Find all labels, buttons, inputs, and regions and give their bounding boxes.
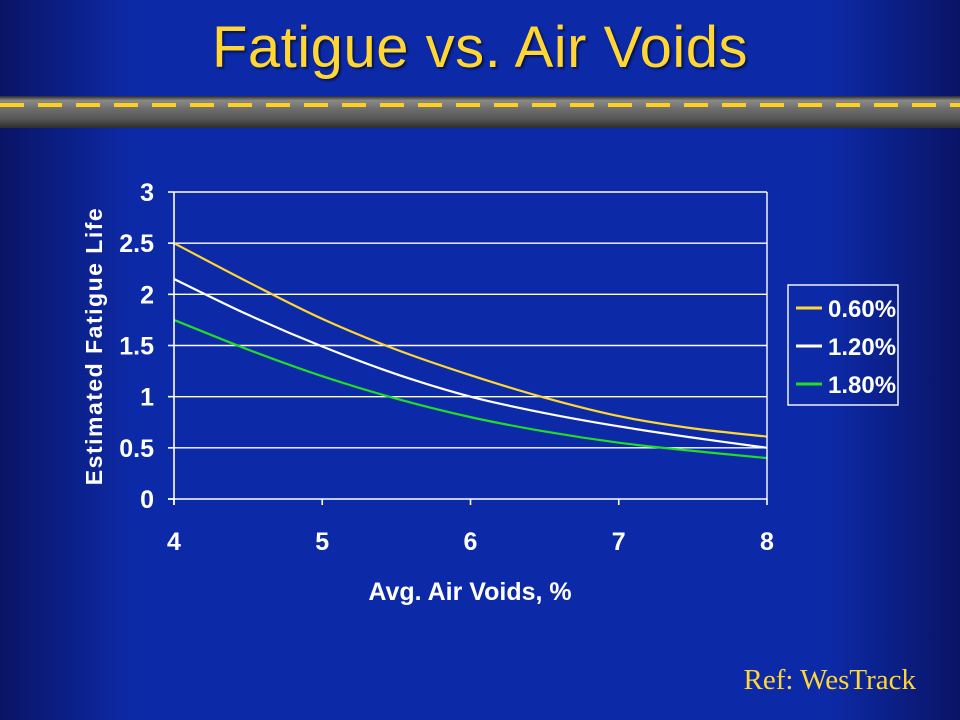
legend-label-0: 0.60%	[828, 296, 896, 323]
y-tick-label-3: 1.5	[119, 333, 154, 361]
x-tick-label-1: 5	[315, 528, 329, 556]
x-tick-label-3: 7	[612, 528, 626, 556]
series-line-0	[173, 242, 768, 438]
y-axis-label: Estimated Fatigue Life	[81, 207, 107, 485]
y-tick-label-2: 1	[140, 384, 154, 412]
slide-title: Fatigue vs. Air Voids	[212, 15, 748, 80]
x-tick-label-4: 8	[760, 528, 774, 556]
y-tick-label-1: 0.5	[119, 435, 154, 463]
y-tick-label-5: 2.5	[119, 230, 154, 258]
x-tick-label-2: 6	[464, 528, 478, 556]
legend-label-2: 1.80%	[828, 372, 896, 399]
x-axis-label: Avg. Air Voids, %	[368, 578, 571, 606]
series-line-2	[173, 318, 768, 460]
legend-box	[787, 284, 899, 406]
chart-legend: 0.60% 1.20% 1.80%	[787, 284, 899, 406]
road-center-line	[0, 103, 960, 107]
road-divider	[0, 96, 960, 128]
series-line-1	[173, 277, 768, 449]
x-tick-label-0: 4	[167, 528, 181, 556]
y-tick-label-6: 3	[140, 179, 154, 207]
reference-note: Ref: WesTrack	[743, 664, 916, 696]
y-tick-label-4: 2	[140, 281, 154, 309]
legend-label-1: 1.20%	[828, 334, 896, 361]
y-tick-label-0: 0	[140, 486, 154, 514]
